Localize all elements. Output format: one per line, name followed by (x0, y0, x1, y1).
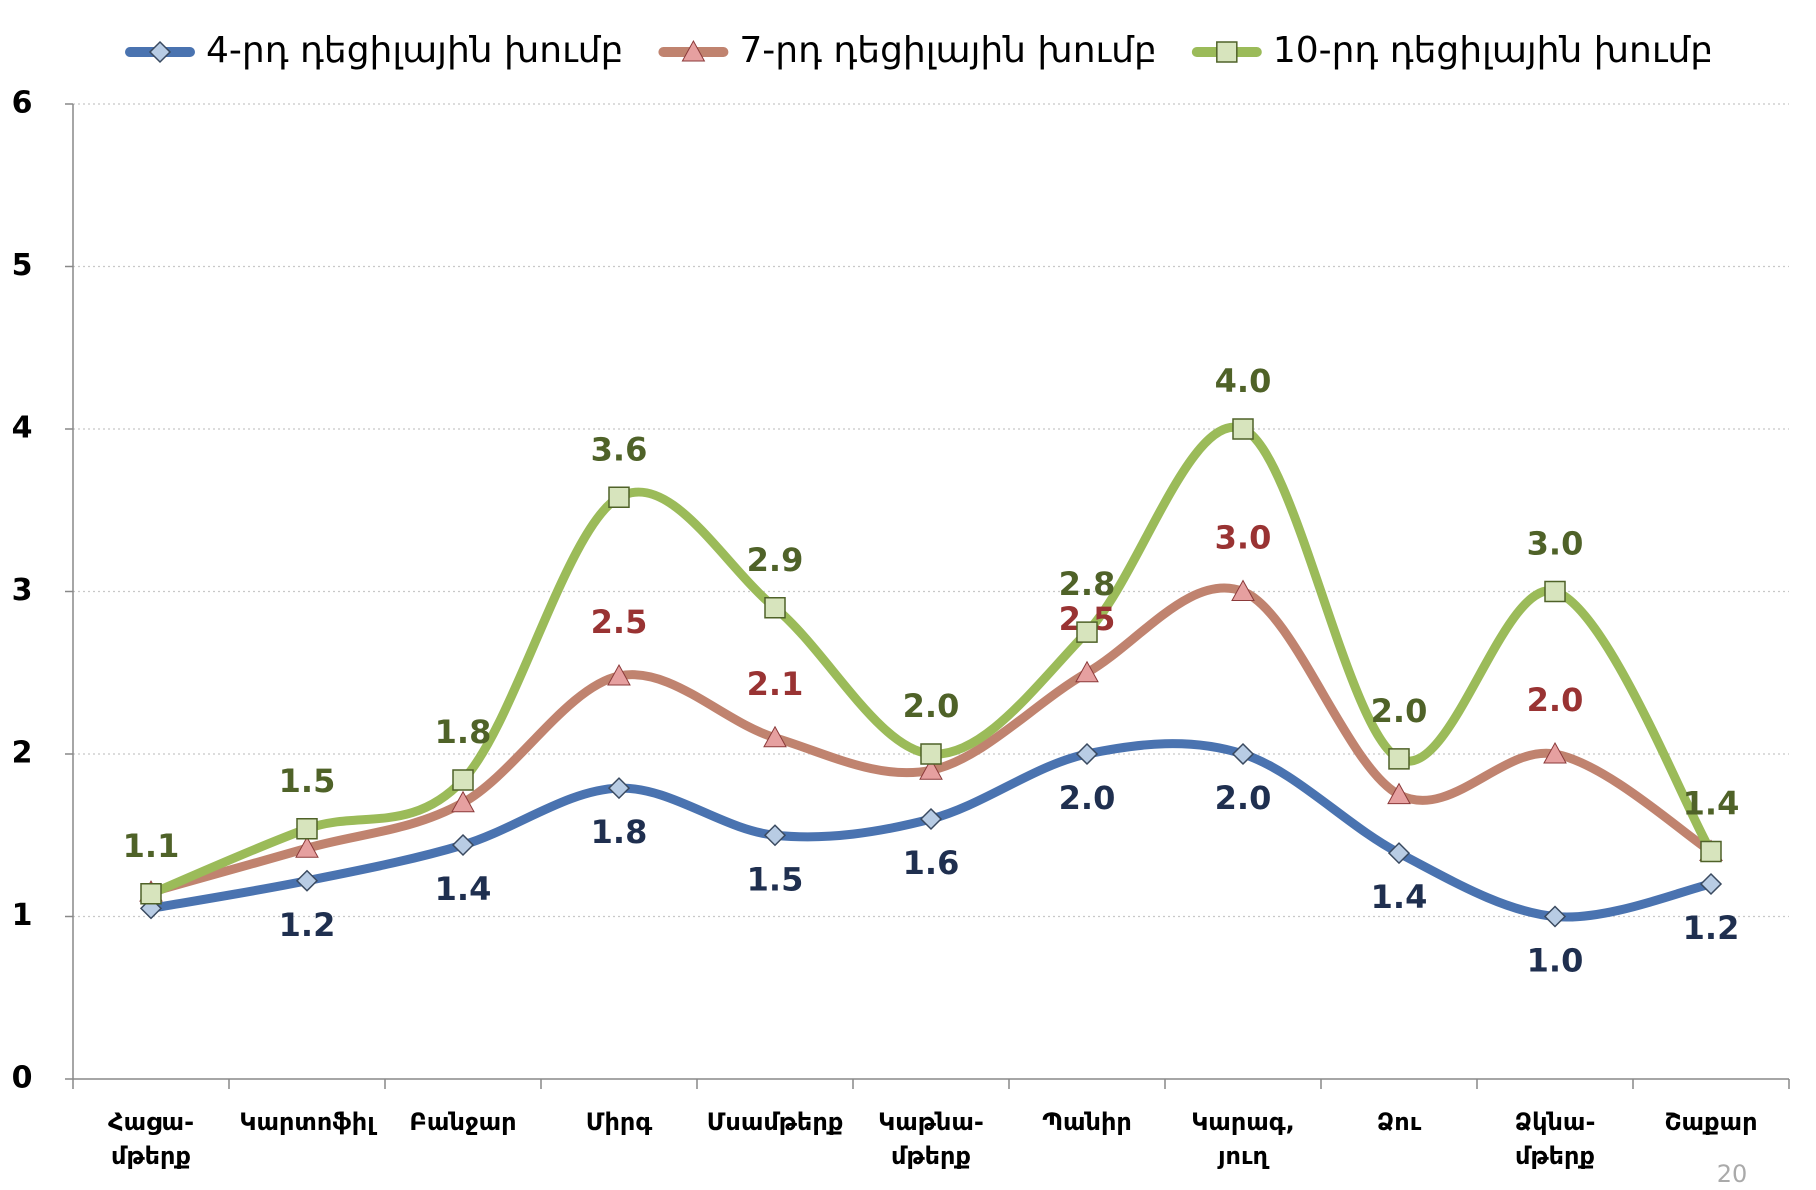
x-tick-label: Կարտոֆիլ (239, 1108, 377, 1136)
data-label: 1.5 (747, 860, 804, 898)
data-label: 2.8 (1059, 565, 1116, 603)
data-label: 1.4 (1683, 785, 1740, 823)
data-label: 1.0 (1527, 942, 1584, 980)
data-label: 4.0 (1215, 362, 1272, 400)
data-label: 1.2 (1683, 909, 1740, 947)
x-tick-label: Շաքար (1664, 1108, 1757, 1136)
y-tick-label: 4 (12, 411, 33, 446)
marker (763, 725, 787, 748)
marker (140, 883, 162, 905)
data-label: 2.0 (903, 687, 960, 725)
marker (764, 597, 786, 619)
marker (607, 777, 631, 800)
x-tick-label: Մսամթերք (707, 1108, 844, 1136)
marker (296, 818, 318, 840)
marker (919, 807, 943, 831)
x-tick-label: Ձկնա-մթերք (1515, 1108, 1596, 1170)
marker (1075, 660, 1099, 683)
marker (1699, 872, 1723, 896)
marker (919, 758, 943, 780)
data-label: 1.2 (279, 906, 336, 944)
data-label: 2.5 (591, 603, 648, 641)
marker (1076, 621, 1098, 643)
marker (1700, 840, 1722, 863)
legend-label: 10-րդ դեցիլային խումբ (1273, 30, 1713, 71)
y-tick-label: 6 (12, 86, 33, 121)
page-number: 20 (1717, 1160, 1748, 1188)
x-tick-label: Կարագ, յուղ (1191, 1108, 1295, 1170)
marker (608, 486, 630, 508)
x-tick-label: Ձու (1377, 1108, 1422, 1136)
data-label: 2.0 (1215, 779, 1272, 817)
marker (1543, 741, 1567, 764)
marker (148, 40, 172, 64)
data-label: 3.6 (591, 430, 648, 468)
marker (1231, 579, 1255, 601)
marker (1388, 748, 1410, 770)
marker (295, 836, 319, 858)
marker (295, 869, 319, 892)
marker (607, 663, 631, 686)
marker (1387, 782, 1411, 805)
data-label: 1.5 (279, 762, 336, 800)
marker (920, 743, 942, 765)
marker (763, 824, 787, 847)
data-label: 2.9 (747, 541, 804, 579)
data-label: 3.0 (1215, 519, 1272, 557)
marker (1544, 580, 1566, 603)
y-tick-label: 0 (12, 1061, 33, 1096)
data-label: 1.4 (435, 870, 492, 908)
data-label: 1.6 (903, 844, 960, 882)
legend-label: 7-րդ դեցիլային խումբ (739, 30, 1156, 71)
marker (1387, 842, 1411, 865)
marker (681, 39, 706, 62)
data-label: 1.8 (591, 813, 648, 851)
y-tick-label: 1 (12, 898, 33, 933)
series-line (146, 583, 1716, 897)
marker (451, 790, 475, 813)
data-label: 2.0 (1527, 681, 1584, 719)
legend-label: 4-րդ դեցիլային խումբ (206, 30, 623, 71)
marker (1232, 418, 1254, 440)
data-label: 1.4 (1371, 878, 1428, 916)
x-tick-label: Պանիր (1042, 1108, 1132, 1136)
y-tick-label: 3 (12, 573, 33, 608)
data-label: 1.1 (123, 827, 180, 865)
data-label: 3.0 (1527, 525, 1584, 563)
marker (451, 833, 475, 857)
data-label: 2.1 (747, 665, 804, 703)
marker (1543, 905, 1567, 928)
marker (1075, 742, 1099, 766)
data-label: 2.0 (1059, 779, 1116, 817)
marker (1216, 41, 1238, 63)
marker (452, 769, 474, 791)
data-label: 1.8 (435, 713, 492, 751)
data-label: 2.0 (1371, 692, 1428, 730)
x-tick-label: Հացա-մթերք (108, 1108, 194, 1170)
x-tick-label: Բանջար (409, 1108, 516, 1136)
y-tick-label: 2 (12, 736, 33, 771)
x-tick-label: Միրգ (586, 1108, 653, 1136)
x-tick-label: Կաթնա-մթերք (878, 1108, 984, 1170)
marker (1231, 742, 1255, 766)
y-tick-label: 5 (12, 248, 33, 283)
